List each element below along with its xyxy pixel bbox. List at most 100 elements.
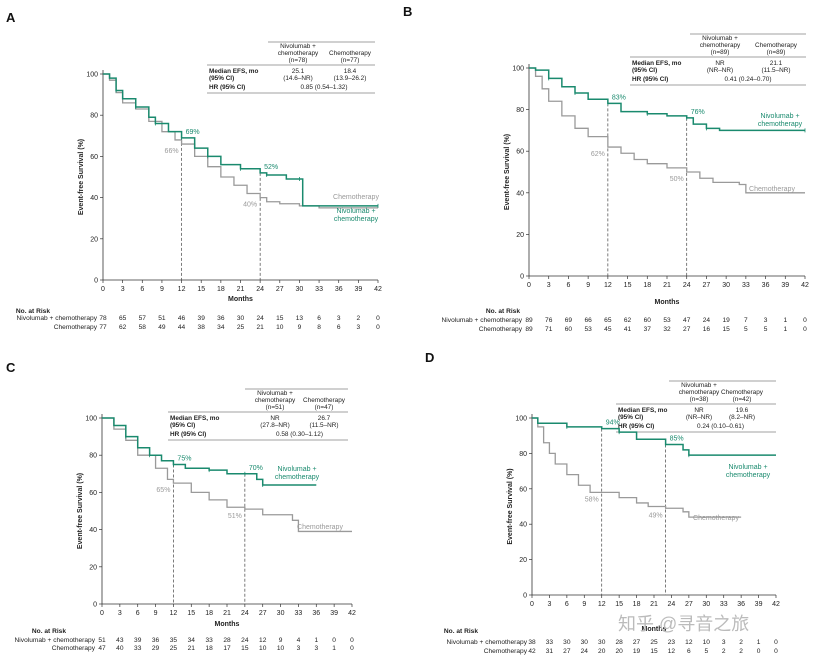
panel-label: A bbox=[6, 10, 16, 25]
series-chemotherapy bbox=[529, 67, 805, 194]
risk-count-chemo: 3 bbox=[297, 645, 301, 652]
col-nivo-head: chemotherapy bbox=[278, 50, 319, 57]
risk-count-nivo: 39 bbox=[198, 315, 206, 322]
risk-count-nivo: 0 bbox=[803, 317, 807, 324]
row-median-label: (95% CI) bbox=[632, 67, 657, 74]
y-tick-label: 100 bbox=[515, 416, 527, 423]
y-tick-label: 20 bbox=[89, 564, 97, 571]
risk-count-chemo: 5 bbox=[744, 326, 748, 333]
risk-count-nivo: 38 bbox=[528, 639, 536, 646]
risk-count-chemo: 33 bbox=[134, 645, 142, 652]
risk-count-chemo: 62 bbox=[119, 324, 127, 331]
row-hr-label: HR (95% CI) bbox=[209, 84, 245, 91]
y-tick-label: 0 bbox=[93, 602, 97, 609]
risk-count-nivo: 30 bbox=[237, 315, 245, 322]
x-tick-label: 0 bbox=[100, 610, 104, 617]
x-tick-label: 39 bbox=[755, 601, 763, 608]
risk-count-nivo: 33 bbox=[205, 637, 213, 644]
risk-count-chemo: 0 bbox=[757, 648, 761, 655]
col-chemo-head: Chemotherapy bbox=[721, 389, 764, 396]
risk-count-chemo: 45 bbox=[604, 326, 612, 333]
risk-count-nivo: 23 bbox=[668, 639, 676, 646]
risk-count-chemo: 12 bbox=[668, 648, 676, 655]
y-tick-label: 20 bbox=[519, 557, 527, 564]
risk-count-nivo: 51 bbox=[158, 315, 166, 322]
risk-count-chemo: 2 bbox=[722, 648, 726, 655]
col-nivo-head: chemotherapy bbox=[700, 42, 741, 49]
risk-count-nivo: 25 bbox=[650, 639, 658, 646]
median-chemo-ci: (11.5–NR) bbox=[309, 422, 338, 429]
risk-count-nivo: 7 bbox=[744, 317, 748, 324]
x-tick-label: 30 bbox=[277, 610, 285, 617]
x-tick-label: 3 bbox=[547, 282, 551, 289]
risk-row-label-nivo: Nivolumab + chemotherapy bbox=[447, 639, 528, 646]
risk-count-nivo: 3 bbox=[722, 639, 726, 646]
risk-count-nivo: 51 bbox=[98, 637, 106, 644]
risk-count-nivo: 66 bbox=[584, 317, 592, 324]
risk-count-nivo: 65 bbox=[119, 315, 127, 322]
risk-count-chemo: 0 bbox=[803, 326, 807, 333]
risk-count-chemo: 8 bbox=[317, 324, 321, 331]
x-tick-label: 30 bbox=[702, 601, 710, 608]
row-median-label: Median EFS, mo bbox=[632, 60, 681, 67]
risk-count-chemo: 21 bbox=[256, 324, 264, 331]
risk-title: No. at Risk bbox=[32, 628, 66, 635]
x-tick-label: 9 bbox=[154, 610, 158, 617]
x-tick-label: 24 bbox=[241, 610, 249, 617]
chemo-landmark-label: 65% bbox=[156, 487, 170, 494]
x-tick-label: 24 bbox=[683, 282, 691, 289]
x-tick-label: 24 bbox=[256, 286, 264, 293]
risk-count-nivo: 13 bbox=[296, 315, 304, 322]
risk-count-chemo: 38 bbox=[198, 324, 206, 331]
n-chemo: (n=89) bbox=[767, 49, 786, 56]
risk-count-nivo: 36 bbox=[152, 637, 160, 644]
risk-count-chemo: 31 bbox=[546, 648, 554, 655]
nivo-landmark-label: 70% bbox=[249, 465, 263, 472]
nivo-curve-label: Nivolumab + bbox=[277, 466, 316, 473]
x-tick-label: 33 bbox=[315, 286, 323, 293]
risk-count-chemo: 17 bbox=[223, 645, 231, 652]
y-tick-label: 20 bbox=[90, 236, 98, 243]
median-nivo-ci: (NR–NR) bbox=[686, 414, 712, 421]
risk-count-chemo: 21 bbox=[188, 645, 196, 652]
median-chemo-ci: (11.5–NR) bbox=[761, 67, 790, 74]
risk-count-chemo: 5 bbox=[704, 648, 708, 655]
risk-count-nivo: 24 bbox=[241, 637, 249, 644]
chemo-curve-label: Chemotherapy bbox=[693, 515, 739, 522]
x-tick-label: 18 bbox=[633, 601, 641, 608]
row-median-label: (95% CI) bbox=[618, 414, 643, 421]
risk-count-chemo: 0 bbox=[376, 324, 380, 331]
y-axis-title: Event-free Survival (%) bbox=[507, 468, 514, 544]
x-tick-label: 33 bbox=[720, 601, 728, 608]
hazard-ratio: 0.24 (0.10–0.61) bbox=[697, 423, 744, 430]
x-tick-label: 9 bbox=[582, 601, 586, 608]
median-nivo: 25.1 bbox=[292, 68, 305, 75]
row-median-label: (95% CI) bbox=[170, 422, 195, 429]
risk-count-nivo: 0 bbox=[350, 637, 354, 644]
col-nivo-head: chemotherapy bbox=[255, 397, 296, 404]
risk-count-nivo: 19 bbox=[722, 317, 730, 324]
risk-count-chemo: 19 bbox=[633, 648, 641, 655]
hazard-ratio: 0.58 (0.30–1.12) bbox=[276, 431, 323, 438]
risk-count-nivo: 24 bbox=[256, 315, 264, 322]
nivo-curve-label: chemotherapy bbox=[275, 474, 320, 481]
y-tick-label: 40 bbox=[90, 195, 98, 202]
risk-row-label-chemo: Chemotherapy bbox=[479, 326, 523, 333]
y-tick-label: 60 bbox=[90, 154, 98, 161]
risk-count-chemo: 27 bbox=[683, 326, 691, 333]
panel-label: B bbox=[403, 4, 412, 19]
panel-label: D bbox=[425, 350, 434, 365]
nivo-landmark-label: 69% bbox=[186, 129, 200, 136]
x-tick-label: 15 bbox=[197, 286, 205, 293]
risk-count-nivo: 34 bbox=[188, 637, 196, 644]
x-tick-label: 9 bbox=[160, 286, 164, 293]
x-tick-label: 30 bbox=[722, 282, 730, 289]
risk-row-label-nivo: Nivolumab + chemotherapy bbox=[15, 637, 96, 644]
chemo-landmark-label: 50% bbox=[670, 176, 684, 183]
risk-count-nivo: 2 bbox=[357, 315, 361, 322]
risk-count-chemo: 25 bbox=[170, 645, 178, 652]
x-tick-label: 3 bbox=[547, 601, 551, 608]
x-tick-label: 0 bbox=[101, 286, 105, 293]
risk-count-chemo: 58 bbox=[139, 324, 147, 331]
